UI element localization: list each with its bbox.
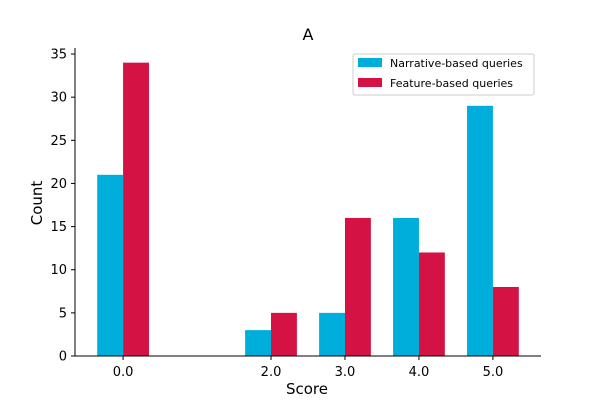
y-tick-label-5: 25 bbox=[50, 134, 67, 149]
legend-label-feature: Feature-based queries bbox=[390, 77, 513, 90]
x-tick-label-3: 4.0 bbox=[409, 365, 430, 380]
bar-series0-3 bbox=[393, 217, 419, 356]
x-tick-label-1: 2.0 bbox=[261, 365, 282, 380]
y-tick-label-7: 35 bbox=[50, 48, 67, 63]
legend-swatch-narrative bbox=[358, 58, 382, 67]
x-tick-label-0: 0.0 bbox=[113, 365, 134, 380]
bar-series0-2 bbox=[319, 312, 345, 356]
bar-series1-2 bbox=[344, 217, 371, 356]
x-axis-label: Score bbox=[286, 380, 328, 398]
bar-series0-4 bbox=[467, 105, 493, 356]
bar-series1-3 bbox=[418, 252, 445, 356]
x-tick-label-2: 3.0 bbox=[335, 365, 356, 380]
y-tick-label-0: 0 bbox=[59, 350, 67, 365]
y-tick-label-4: 20 bbox=[50, 177, 67, 192]
bar-series1-1 bbox=[271, 312, 297, 356]
y-tick-label-1: 5 bbox=[59, 306, 67, 321]
bar-series1-0 bbox=[123, 62, 149, 357]
legend-label-narrative: Narrative-based queries bbox=[390, 57, 523, 70]
bar-series1-4 bbox=[492, 286, 519, 356]
bar-series0-1 bbox=[245, 330, 272, 356]
x-tick-label-4: 5.0 bbox=[483, 365, 504, 380]
legend-swatch-feature bbox=[358, 78, 382, 87]
y-axis-label: Count bbox=[28, 181, 46, 226]
bars-group bbox=[97, 62, 519, 357]
legend: Narrative-based queries Feature-based qu… bbox=[352, 53, 535, 96]
y-ticks-group: 0 5 10 15 20 25 30 35 bbox=[50, 48, 75, 365]
chart-title: A bbox=[303, 25, 314, 44]
y-tick-label-3: 15 bbox=[50, 220, 67, 235]
legend-frame bbox=[352, 53, 535, 96]
y-tick-label-6: 30 bbox=[50, 91, 67, 106]
bar-series0-0 bbox=[97, 174, 124, 356]
x-ticks-group: 0.0 2.0 3.0 4.0 5.0 bbox=[113, 356, 504, 380]
y-tick-label-2: 10 bbox=[50, 263, 67, 278]
